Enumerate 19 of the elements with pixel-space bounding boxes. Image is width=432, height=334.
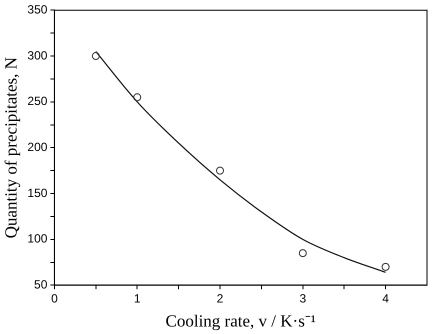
y-tick-label: 50 bbox=[34, 278, 48, 292]
point bbox=[298, 249, 307, 258]
x-tick-label: 1 bbox=[134, 292, 141, 306]
y-tick-label: 200 bbox=[27, 140, 48, 154]
x-tick-label: 4 bbox=[382, 292, 390, 306]
x-tick-label: 3 bbox=[299, 292, 306, 306]
x-tick-label: 2 bbox=[216, 292, 224, 306]
point bbox=[216, 166, 224, 175]
point bbox=[382, 262, 390, 271]
y-axis-title: Quantity of precipitates, N bbox=[2, 57, 21, 238]
point bbox=[133, 93, 142, 102]
point bbox=[92, 52, 100, 60]
y-tick-label: 150 bbox=[27, 186, 48, 200]
x-axis-title: Cooling rate, v / K·s⁻¹ bbox=[166, 311, 316, 330]
x-tick-label: 0 bbox=[51, 292, 58, 306]
y-tick-label: 350 bbox=[27, 2, 48, 17]
y-tick-label: 100 bbox=[27, 232, 48, 246]
y-tick-label: 300 bbox=[27, 48, 48, 62]
y-tick-label: 250 bbox=[27, 94, 48, 108]
